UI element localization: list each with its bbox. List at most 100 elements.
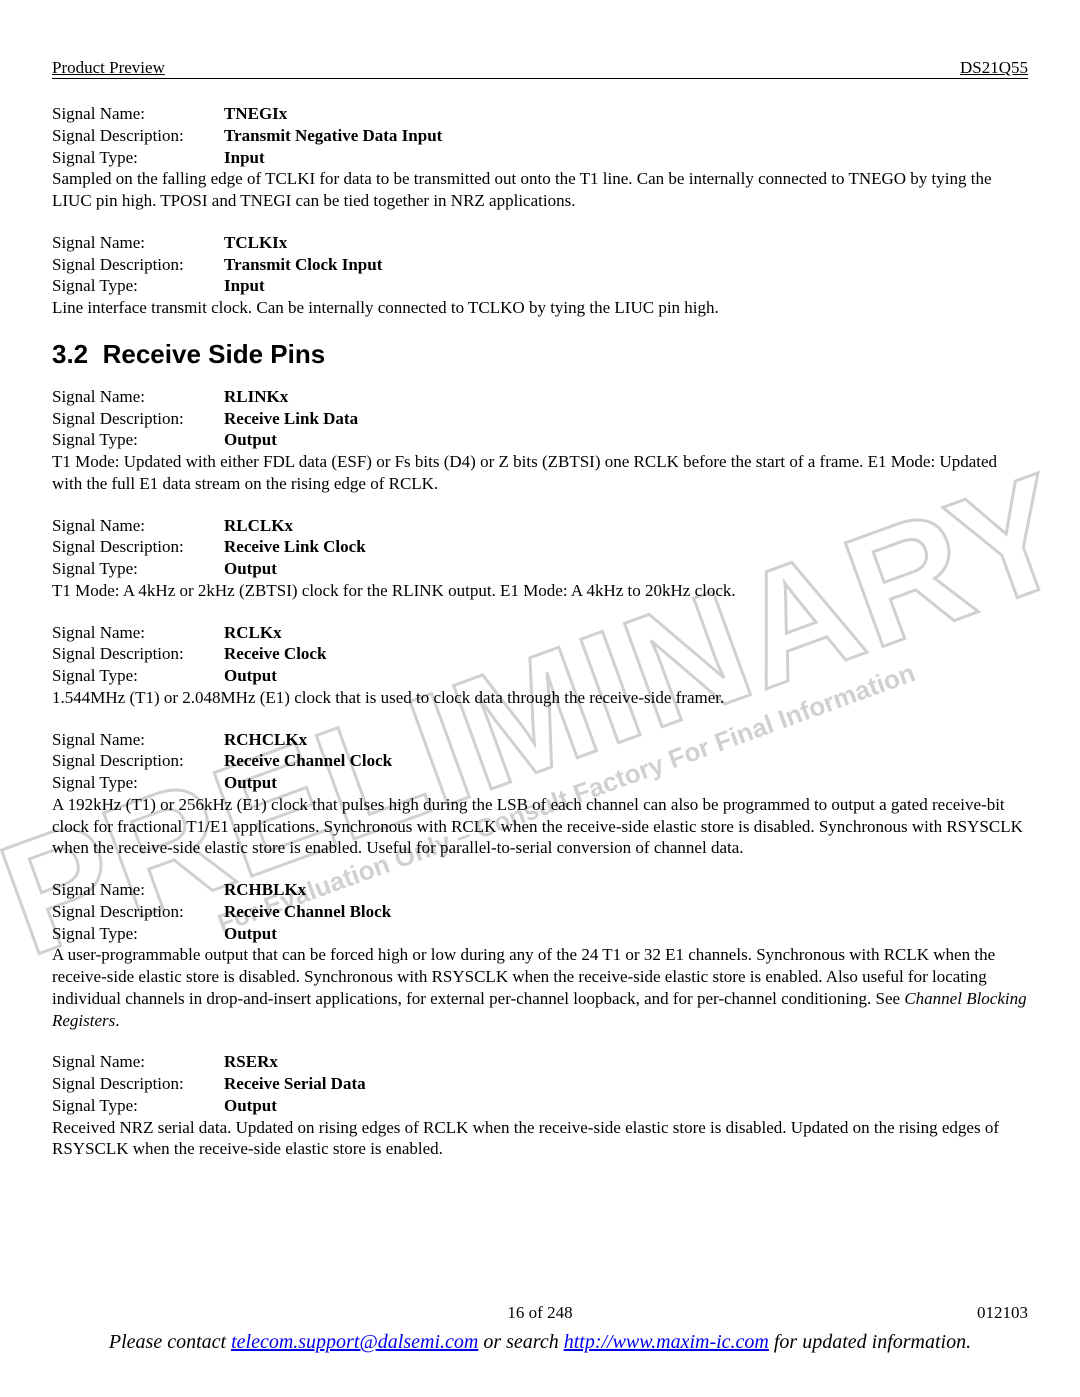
pin-value: RLCLKx [224, 515, 293, 537]
pin-description-text: A user-programmable output that can be f… [52, 944, 1028, 1031]
pin-label: Signal Description: [52, 750, 224, 772]
pin-label: Signal Description: [52, 254, 224, 276]
pin-value: RCLKx [224, 622, 282, 644]
pin-label: Signal Name: [52, 1051, 224, 1073]
page-number: 16 of 248 [52, 1303, 1028, 1323]
pin-label: Signal Name: [52, 622, 224, 644]
footer-contact: Please contact telecom.support@dalsemi.c… [52, 1329, 1028, 1355]
pin-value: RCHCLKx [224, 729, 307, 751]
pin-block: Signal Name:RCHCLKxSignal Description:Re… [52, 729, 1028, 860]
section-number: 3.2 [52, 339, 88, 369]
pin-row: Signal Name:RLCLKx [52, 515, 1028, 537]
pin-row: Signal Name:RLINKx [52, 386, 1028, 408]
pin-row: Signal Type:Output [52, 665, 1028, 687]
pin-value: RCHBLKx [224, 879, 306, 901]
pin-row: Signal Description:Receive Link Data [52, 408, 1028, 430]
contact-email-link[interactable]: telecom.support@dalsemi.com [231, 1331, 478, 1353]
pin-row: Signal Name:RSERx [52, 1051, 1028, 1073]
pin-label: Signal Name: [52, 103, 224, 125]
pin-value: Output [224, 665, 277, 687]
pin-label: Signal Name: [52, 729, 224, 751]
pin-label: Signal Description: [52, 901, 224, 923]
pin-row: Signal Type:Output [52, 429, 1028, 451]
pin-block: Signal Name:TNEGIxSignal Description:Tra… [52, 103, 1028, 212]
pin-row: Signal Type:Output [52, 772, 1028, 794]
pin-description-text: A 192kHz (T1) or 256kHz (E1) clock that … [52, 794, 1028, 859]
pin-label: Signal Name: [52, 386, 224, 408]
pin-row: Signal Name:TNEGIx [52, 103, 1028, 125]
pin-row: Signal Description:Receive Link Clock [52, 536, 1028, 558]
pin-label: Signal Name: [52, 515, 224, 537]
pin-value: TCLKIx [224, 232, 287, 254]
pin-row: Signal Name:RCLKx [52, 622, 1028, 644]
pin-value: Transmit Clock Input [224, 254, 382, 276]
pin-value: Receive Channel Clock [224, 750, 392, 772]
pin-row: Signal Name:RCHCLKx [52, 729, 1028, 751]
pin-row: Signal Description:Receive Channel Block [52, 901, 1028, 923]
pin-value: Receive Serial Data [224, 1073, 366, 1095]
pin-label: Signal Name: [52, 879, 224, 901]
section-heading: 3.2 Receive Side Pins [52, 339, 1028, 370]
header-right: DS21Q55 [960, 58, 1028, 78]
pin-description-text: T1 Mode: A 4kHz or 2kHz (ZBTSI) clock fo… [52, 580, 1028, 602]
pin-row: Signal Description:Transmit Negative Dat… [52, 125, 1028, 147]
pin-label: Signal Type: [52, 772, 224, 794]
page-header: Product Preview DS21Q55 [52, 58, 1028, 79]
pin-label: Signal Description: [52, 408, 224, 430]
pin-value: Output [224, 1095, 277, 1117]
pin-row: Signal Description:Transmit Clock Input [52, 254, 1028, 276]
contact-url-link[interactable]: http://www.maxim-ic.com [564, 1331, 769, 1353]
pin-label: Signal Type: [52, 665, 224, 687]
pin-label: Signal Description: [52, 536, 224, 558]
pin-description-text: Received NRZ serial data. Updated on ris… [52, 1117, 1028, 1161]
pin-block: Signal Name:TCLKIxSignal Description:Tra… [52, 232, 1028, 319]
pin-row: Signal Type:Input [52, 147, 1028, 169]
pin-value: Receive Clock [224, 643, 326, 665]
pin-value: Input [224, 147, 265, 169]
page-footer: 16 of 248 012103 Please contact telecom.… [52, 1303, 1028, 1355]
pin-label: Signal Type: [52, 923, 224, 945]
pin-row: Signal Name:RCHBLKx [52, 879, 1028, 901]
pin-value: Receive Link Data [224, 408, 358, 430]
pin-row: Signal Type:Output [52, 923, 1028, 945]
pin-value: Receive Channel Block [224, 901, 391, 923]
header-left: Product Preview [52, 58, 165, 78]
section-title: Receive Side Pins [103, 339, 326, 369]
pin-label: Signal Type: [52, 429, 224, 451]
pin-description-text: T1 Mode: Updated with either FDL data (E… [52, 451, 1028, 495]
pin-row: Signal Type:Output [52, 1095, 1028, 1117]
pin-row: Signal Type:Output [52, 558, 1028, 580]
contact-prefix: Please contact [109, 1331, 231, 1353]
pin-block: Signal Name:RLCLKxSignal Description:Rec… [52, 515, 1028, 602]
pin-label: Signal Type: [52, 147, 224, 169]
pin-description-text: Sampled on the falling edge of TCLKI for… [52, 168, 1028, 212]
pin-label: Signal Description: [52, 1073, 224, 1095]
pin-label: Signal Type: [52, 558, 224, 580]
pin-value: Output [224, 558, 277, 580]
pin-block: Signal Name:RLINKxSignal Description:Rec… [52, 386, 1028, 495]
pin-row: Signal Description:Receive Serial Data [52, 1073, 1028, 1095]
pin-value: Output [224, 429, 277, 451]
pin-row: Signal Description:Receive Clock [52, 643, 1028, 665]
pin-label: Signal Description: [52, 125, 224, 147]
pin-value: RLINKx [224, 386, 288, 408]
contact-suffix: for updated information. [769, 1331, 971, 1353]
pin-description-text: 1.544MHz (T1) or 2.048MHz (E1) clock tha… [52, 687, 1028, 709]
pin-block: Signal Name:RCHBLKxSignal Description:Re… [52, 879, 1028, 1031]
pin-row: Signal Name:TCLKIx [52, 232, 1028, 254]
pin-label: Signal Type: [52, 1095, 224, 1117]
pin-value: RSERx [224, 1051, 278, 1073]
pin-description-text: Line interface transmit clock. Can be in… [52, 297, 1028, 319]
contact-mid: or search [478, 1331, 563, 1353]
pin-label: Signal Description: [52, 643, 224, 665]
pin-value: TNEGIx [224, 103, 287, 125]
pin-label: Signal Name: [52, 232, 224, 254]
pin-value: Output [224, 923, 277, 945]
pin-row: Signal Description:Receive Channel Clock [52, 750, 1028, 772]
pin-value: Transmit Negative Data Input [224, 125, 442, 147]
pin-block: Signal Name:RCLKxSignal Description:Rece… [52, 622, 1028, 709]
pin-value: Output [224, 772, 277, 794]
pin-label: Signal Type: [52, 275, 224, 297]
pin-value: Receive Link Clock [224, 536, 366, 558]
pin-row: Signal Type:Input [52, 275, 1028, 297]
